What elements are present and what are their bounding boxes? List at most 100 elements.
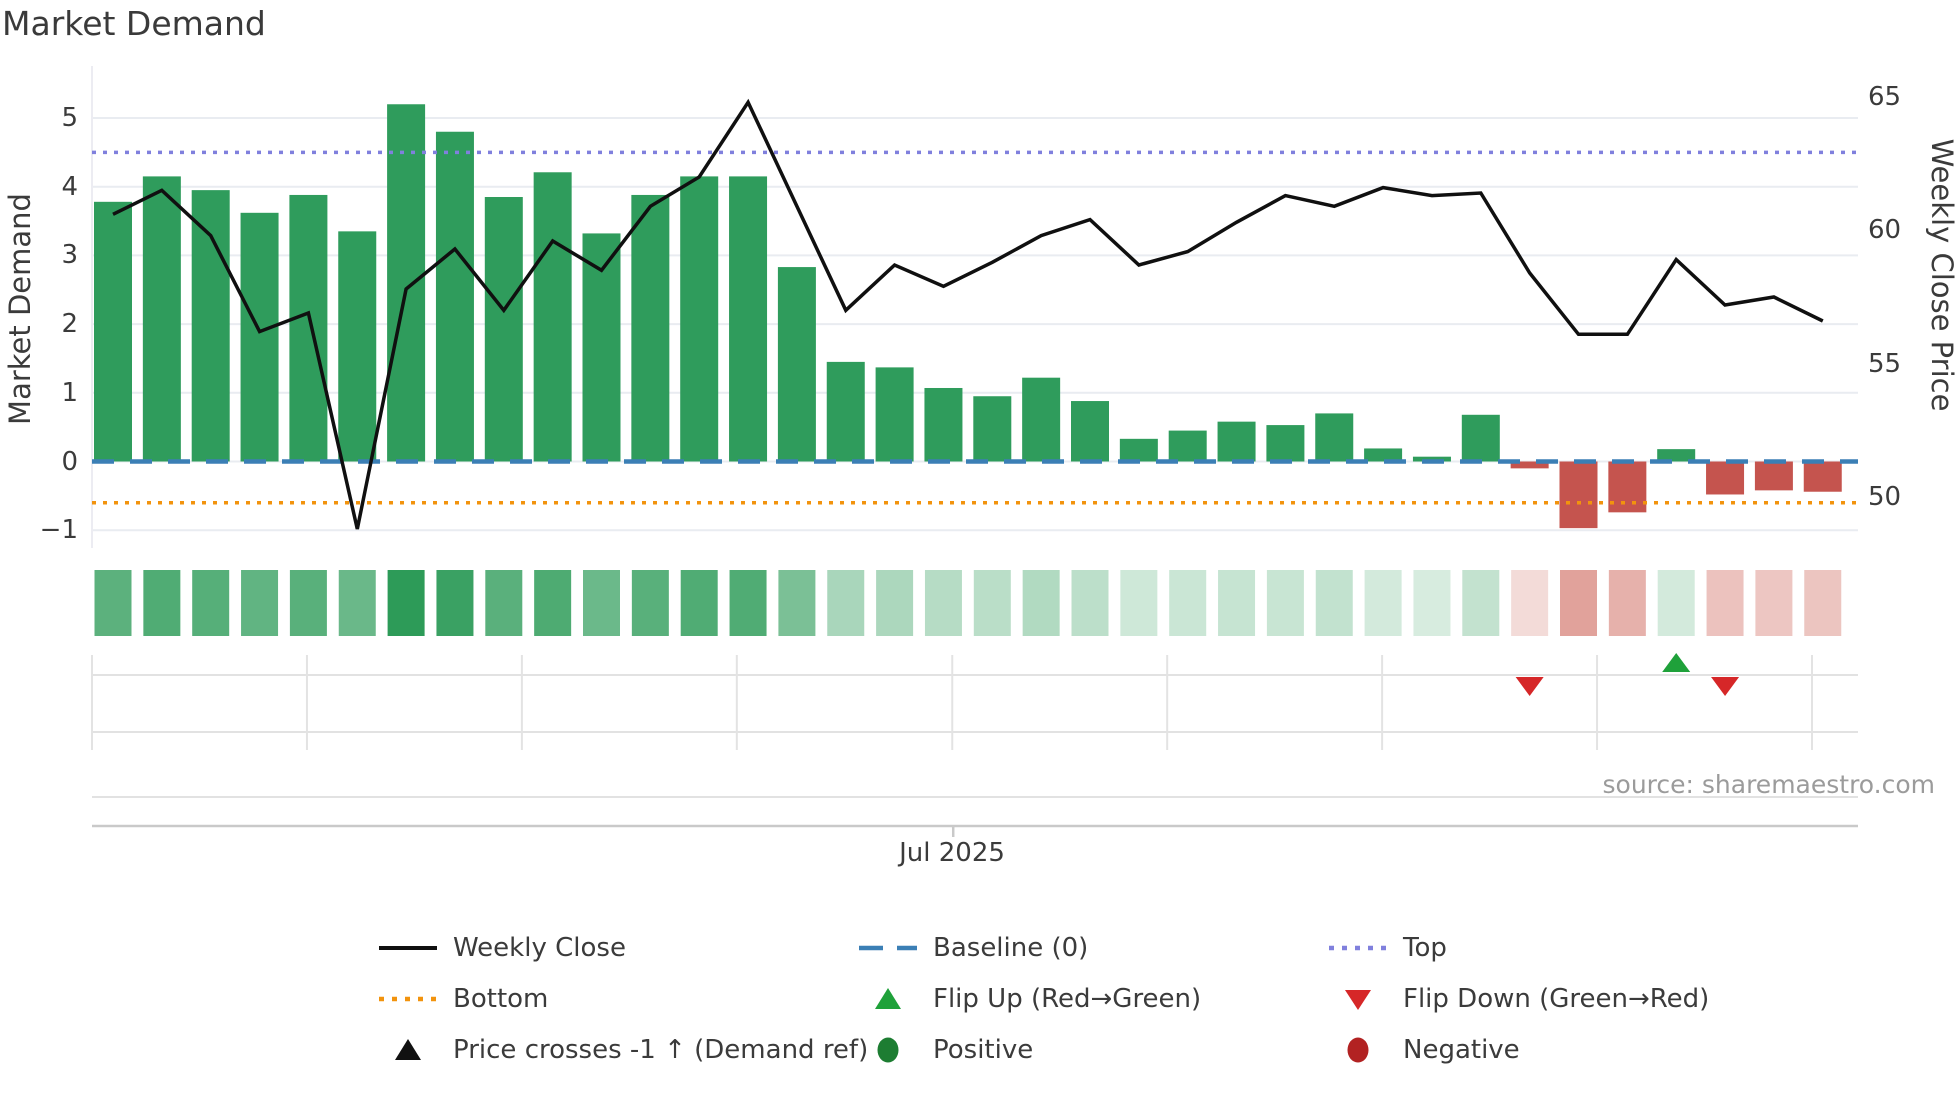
demand-bar-week-6	[338, 231, 377, 462]
heatmap-cell-week-34	[1706, 570, 1744, 636]
legend-item-baseline-0[interactable]: Baseline (0)	[857, 933, 1088, 963]
heatmap-cell-week-6	[338, 570, 376, 636]
legend-label: Bottom	[453, 984, 549, 1014]
demand-bar-week-24	[1217, 421, 1256, 462]
legend-item-weekly-close[interactable]: Weekly Close	[377, 933, 626, 963]
legend-marker	[1329, 945, 1387, 951]
heatmap-cell-week-30	[1511, 570, 1549, 636]
heatmap-cell-week-31	[1560, 570, 1597, 636]
demand-bar-week-30	[1510, 461, 1549, 469]
legend-marker	[1345, 990, 1371, 1010]
legend-label: Negative	[1403, 1035, 1520, 1065]
demand-bar-week-31	[1559, 461, 1598, 529]
demand-bar-week-8	[435, 131, 474, 462]
heatmap-cell-week-15	[778, 570, 816, 636]
x-axis-tick-label: Jul 2025	[899, 838, 1005, 868]
demand-bar-week-5	[289, 194, 328, 462]
right-axis-title: Weekly Close Price	[1925, 138, 1959, 412]
demand-bar-week-7	[387, 104, 426, 462]
legend-label: Weekly Close	[453, 933, 626, 963]
legend-marker	[875, 988, 901, 1009]
demand-bar-week-9	[484, 197, 523, 462]
legend-item-negative[interactable]: Negative	[1327, 1035, 1520, 1065]
demand-bar-week-22	[1119, 438, 1158, 462]
heatmap-cell-week-5	[289, 570, 327, 636]
heatmap-cell-week-33	[1657, 570, 1695, 636]
legend-marker	[379, 946, 437, 950]
left-axis-tick-1: 1	[61, 377, 78, 408]
demand-bar-week-34	[1706, 461, 1745, 495]
heatmap-cell-week-12	[631, 570, 669, 636]
demand-bar-week-32	[1608, 461, 1647, 513]
legend-label: Flip Down (Green→Red)	[1403, 984, 1710, 1014]
legend-marker	[395, 1039, 421, 1060]
heatmap-cell-week-9	[485, 570, 523, 636]
heatmap-cell-week-24	[1218, 570, 1256, 636]
left-axis-tick-5: 5	[61, 103, 78, 133]
right-axis-tick-50: 50	[1868, 482, 1902, 512]
demand-bar-week-3	[191, 190, 230, 462]
demand-bar-week-15	[777, 267, 816, 462]
legend-item-bottom[interactable]: Bottom	[377, 984, 548, 1014]
heatmap-cell-week-29	[1462, 570, 1500, 636]
left-axis-tick-3: 3	[61, 240, 78, 271]
heatmap-cell-week-16	[827, 570, 865, 636]
heatmap-cell-week-14	[729, 570, 767, 636]
legend-marker	[859, 945, 917, 951]
demand-bar-week-14	[729, 176, 768, 462]
demand-bar-week-10	[533, 172, 572, 462]
heatmap-cell-week-35	[1755, 570, 1793, 636]
demand-bar-week-12	[631, 194, 670, 462]
demand-bar-week-2	[142, 176, 181, 462]
legend-label: Baseline (0)	[933, 933, 1089, 963]
demand-bar-week-1	[94, 201, 132, 462]
heatmap-cell-week-18	[924, 570, 962, 636]
flip-down-marker-week-34	[1711, 677, 1740, 696]
legend-label: Top	[1403, 933, 1447, 963]
heatmap-cell-week-26	[1315, 570, 1353, 636]
heatmap-cell-week-20	[1022, 570, 1060, 636]
heatmap-cell-week-28	[1413, 570, 1451, 636]
heatmap-cell-week-19	[973, 570, 1011, 636]
legend-item-top[interactable]: Top	[1327, 933, 1447, 963]
heatmap-cell-week-2	[143, 570, 181, 636]
heatmap-cell-week-27	[1364, 570, 1402, 636]
demand-bar-week-28	[1412, 456, 1451, 462]
legend-item-positive[interactable]: Positive	[857, 1035, 1033, 1065]
heatmap-cell-week-17	[876, 570, 914, 636]
chart-title: Market Demand	[2, 4, 266, 43]
demand-bar-week-16	[826, 361, 865, 462]
heatmap-cell-week-8	[436, 570, 474, 636]
legend-label: Price crosses -1 ↑ (Demand ref)	[453, 1035, 869, 1065]
right-axis-tick-55: 55	[1868, 348, 1902, 379]
heatmap-cell-week-11	[583, 570, 620, 636]
demand-bar-week-23	[1168, 430, 1207, 462]
demand-bar-week-27	[1364, 448, 1403, 462]
demand-bar-week-19	[973, 396, 1012, 462]
heatmap-cell-week-3	[192, 570, 230, 636]
legend-marker	[877, 1037, 899, 1063]
demand-bar-week-20	[1022, 377, 1061, 462]
demand-bar-week-36	[1803, 461, 1842, 492]
legend-marker	[379, 996, 437, 1002]
demand-bar-week-18	[924, 387, 963, 462]
legend-item-flip-down-green-red[interactable]: Flip Down (Green→Red)	[1327, 984, 1709, 1014]
demand-bar-week-33	[1657, 449, 1696, 462]
demand-bar-week-4	[240, 212, 279, 462]
demand-bar-week-29	[1461, 414, 1500, 462]
demand-bar-week-17	[875, 367, 914, 462]
legend-item-flip-up-red-green[interactable]: Flip Up (Red→Green)	[857, 984, 1201, 1014]
legend-item-price-crosses-1-demand-ref[interactable]: Price crosses -1 ↑ (Demand ref)	[377, 1035, 868, 1065]
left-axis-tick-2: 2	[61, 309, 78, 340]
heatmap-cell-week-1	[94, 570, 132, 636]
heatmap-cell-week-13	[680, 570, 718, 636]
heatmap-cell-week-23	[1169, 570, 1207, 636]
heatmap-cell-week-21	[1071, 570, 1109, 636]
weekly-close-line	[112, 98, 1824, 530]
left-axis-tick-0: 0	[61, 446, 78, 477]
heatmap-cell-week-10	[534, 570, 572, 636]
heatmap-cell-week-25	[1266, 570, 1304, 636]
legend-marker	[1347, 1037, 1369, 1063]
